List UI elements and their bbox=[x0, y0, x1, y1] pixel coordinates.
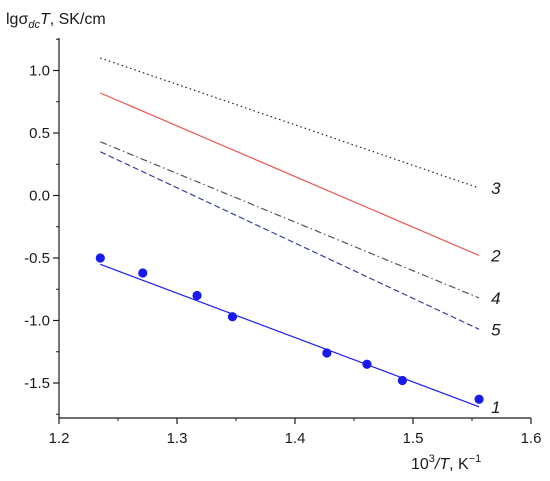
y-tick-label: -0.5 bbox=[24, 250, 50, 267]
svg-text:lgσdcT, SK/cm: lgσdcT, SK/cm bbox=[6, 11, 106, 31]
y-axis-label: lgσdcT, SK/cm bbox=[6, 11, 106, 31]
data-point bbox=[362, 359, 372, 369]
y-tick-label: 1.0 bbox=[29, 63, 50, 80]
x-label-sup1: 3 bbox=[429, 453, 435, 465]
data-point bbox=[227, 312, 238, 322]
x-tick-label: 1.4 bbox=[285, 430, 306, 447]
series-line-2 bbox=[100, 92, 480, 257]
data-point bbox=[474, 394, 484, 404]
x-tick-label: 1.2 bbox=[49, 430, 70, 447]
data-point bbox=[138, 268, 148, 278]
y-label-var: T bbox=[40, 11, 51, 28]
x-tick-label: 1.6 bbox=[521, 430, 542, 447]
x-label-var: /T bbox=[434, 456, 450, 473]
y-label-unit: , SK/cm bbox=[50, 11, 106, 28]
x-tick-label: 1.5 bbox=[403, 430, 424, 447]
series-label-1: 1 bbox=[491, 398, 500, 417]
y-label-sub: dc bbox=[28, 19, 40, 31]
svg-text:103/T, K−1: 103/T, K−1 bbox=[411, 453, 481, 473]
plot-area: 1.2 1.3 1.4 1.5 1.6 -1.5 -1.0 -0.5 0.0 0.5 1.0 1 2 3 4… bbox=[24, 38, 541, 447]
data-point bbox=[322, 348, 332, 358]
y-tick-label: -1.5 bbox=[24, 375, 50, 392]
x-label-base: 10 bbox=[411, 456, 429, 473]
data-point bbox=[192, 290, 202, 301]
series-line-4 bbox=[100, 141, 480, 299]
data-point bbox=[397, 375, 407, 386]
data-point bbox=[95, 253, 105, 263]
series-line-3 bbox=[100, 57, 480, 189]
series-label-3: 3 bbox=[491, 179, 501, 198]
y-label-base: lgσ bbox=[6, 11, 28, 28]
x-axis-label: 103/T, K−1 bbox=[411, 453, 481, 473]
x-label-sup2: −1 bbox=[469, 453, 482, 465]
series-label-4: 4 bbox=[491, 289, 500, 308]
y-tick-label: -1.0 bbox=[24, 313, 50, 330]
series-line-1 bbox=[100, 263, 480, 408]
x-tick-label: 1.3 bbox=[167, 430, 188, 447]
y-tick-label: 0.0 bbox=[29, 188, 50, 205]
series-label-5: 5 bbox=[491, 320, 501, 339]
series-label-2: 2 bbox=[490, 247, 501, 266]
y-tick-label: 0.5 bbox=[29, 125, 50, 142]
series-line-5 bbox=[100, 151, 480, 330]
x-label-unit: , K bbox=[449, 456, 469, 473]
